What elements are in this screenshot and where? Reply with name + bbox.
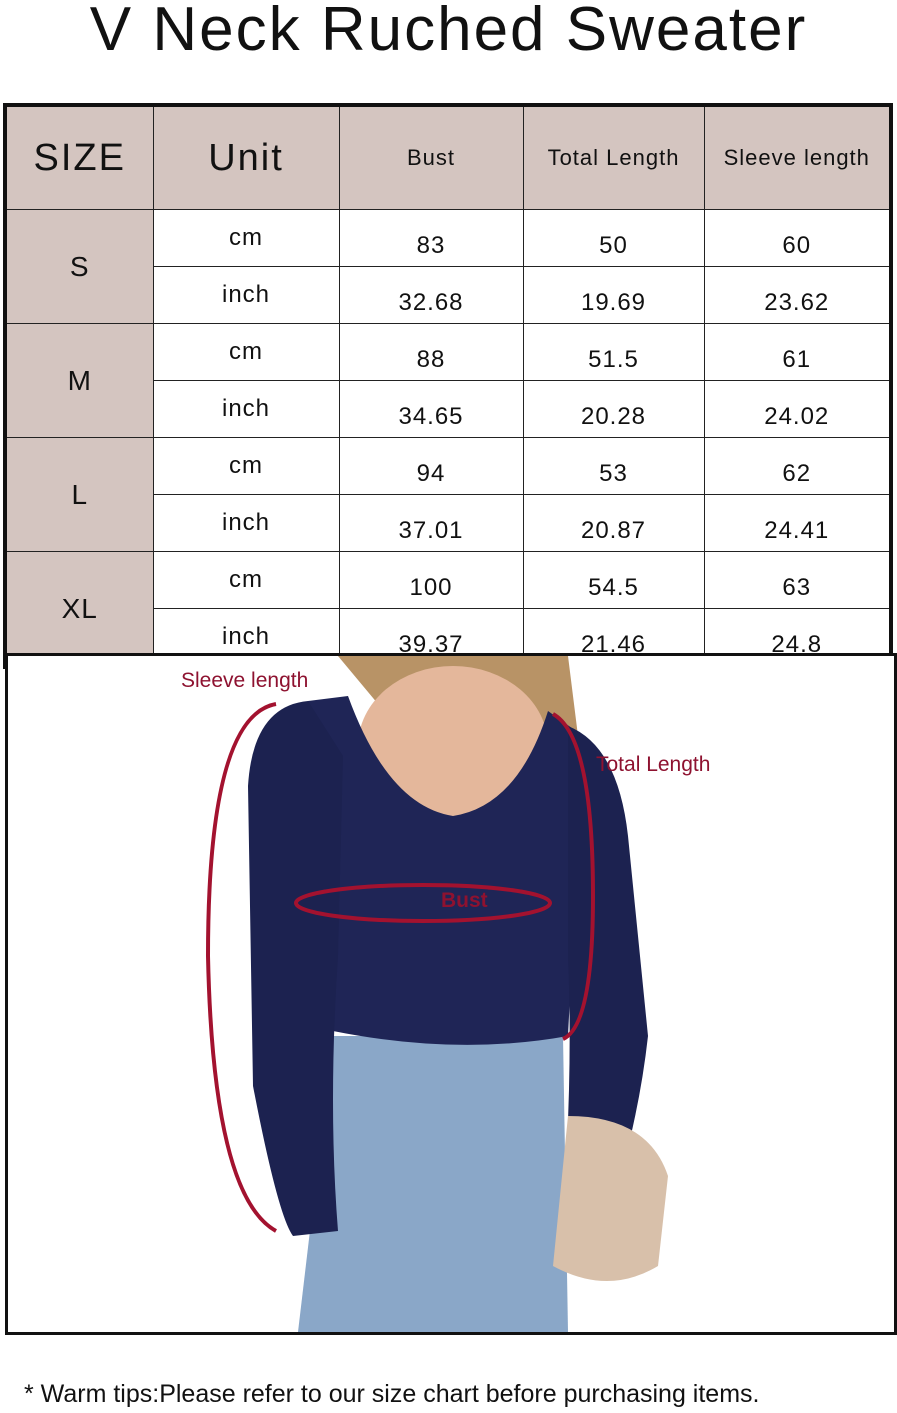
bust-cell: 94	[338, 437, 524, 495]
warm-tips-note: * Warm tips:Please refer to our size cha…	[24, 1380, 760, 1408]
bust-cell: 88	[338, 323, 524, 381]
unit-cell: inch	[152, 494, 340, 552]
sweater-right-sleeve	[563, 726, 648, 1216]
unit-cell: cm	[152, 323, 340, 381]
length-cell: 54.5	[522, 551, 705, 609]
total-length-label: Total Length	[596, 753, 711, 776]
table-row-XL-cm: XL cm 100 54.5 63	[4, 551, 892, 668]
bust-label: Bust	[441, 889, 488, 912]
header-bust: Bust	[338, 104, 524, 210]
table-row-L-inch: inch 37.01 20.87 24.41	[5, 494, 892, 552]
header-sleeve-length: Sleeve length	[703, 104, 892, 210]
unit-cell: cm	[152, 437, 340, 495]
unit-cell: cm	[152, 209, 340, 267]
measurement-lines	[205, 702, 596, 1233]
bag	[553, 1116, 668, 1281]
bust-cell: 32.68	[338, 266, 524, 324]
length-cell: 20.87	[522, 494, 705, 552]
page-title: V Neck Ruched Sweater	[89, 0, 808, 64]
sleeve-cell: 61	[703, 323, 892, 381]
sweater-illustration	[205, 656, 668, 1332]
size-cell: M	[4, 323, 154, 438]
sleeve-length-line	[205, 702, 277, 1233]
model-measurement-photo: Sleeve length Total Length Bust	[5, 653, 897, 1335]
length-cell: 51.5	[522, 323, 705, 381]
bust-cell: 83	[338, 209, 524, 267]
sleeve-cell: 24.02	[703, 380, 892, 438]
size-cell: XL	[4, 551, 154, 668]
sleeve-cell: 60	[703, 209, 892, 267]
length-cell: 50	[522, 209, 705, 267]
sleeve-cell: 23.62	[703, 266, 892, 324]
total-length-line	[551, 712, 596, 1041]
header-row: SIZE Unit Bust Total Length Sleeve lengt…	[4, 104, 892, 210]
bust-line	[294, 883, 552, 923]
bust-cell: 100	[338, 551, 524, 609]
jeans	[298, 1036, 568, 1332]
sleeve-cell: 62	[703, 437, 892, 495]
sleeve-cell: 63	[703, 551, 892, 609]
size-chart-table: SIZE Unit Bust Total Length Sleeve lengt…	[3, 103, 893, 669]
length-cell: 19.69	[522, 266, 705, 324]
size-cell: S	[4, 209, 154, 324]
header-total-length: Total Length	[522, 104, 705, 210]
header-size: SIZE	[4, 104, 154, 210]
size-cell: L	[4, 437, 154, 552]
length-cell: 53	[522, 437, 705, 495]
neck-skin	[358, 666, 548, 826]
unit-cell: inch	[152, 266, 340, 324]
sleeve-length-label: Sleeve length	[181, 669, 309, 692]
sweater-body	[308, 696, 583, 1045]
unit-cell: inch	[152, 380, 340, 438]
sleeve-cell: 24.41	[703, 494, 892, 552]
header-unit: Unit	[152, 104, 340, 210]
sweater-left-sleeve	[248, 701, 343, 1236]
bust-cell: 34.65	[338, 380, 524, 438]
length-cell: 20.28	[522, 380, 705, 438]
bust-cell: 37.01	[338, 494, 524, 552]
unit-cell: cm	[152, 551, 340, 609]
